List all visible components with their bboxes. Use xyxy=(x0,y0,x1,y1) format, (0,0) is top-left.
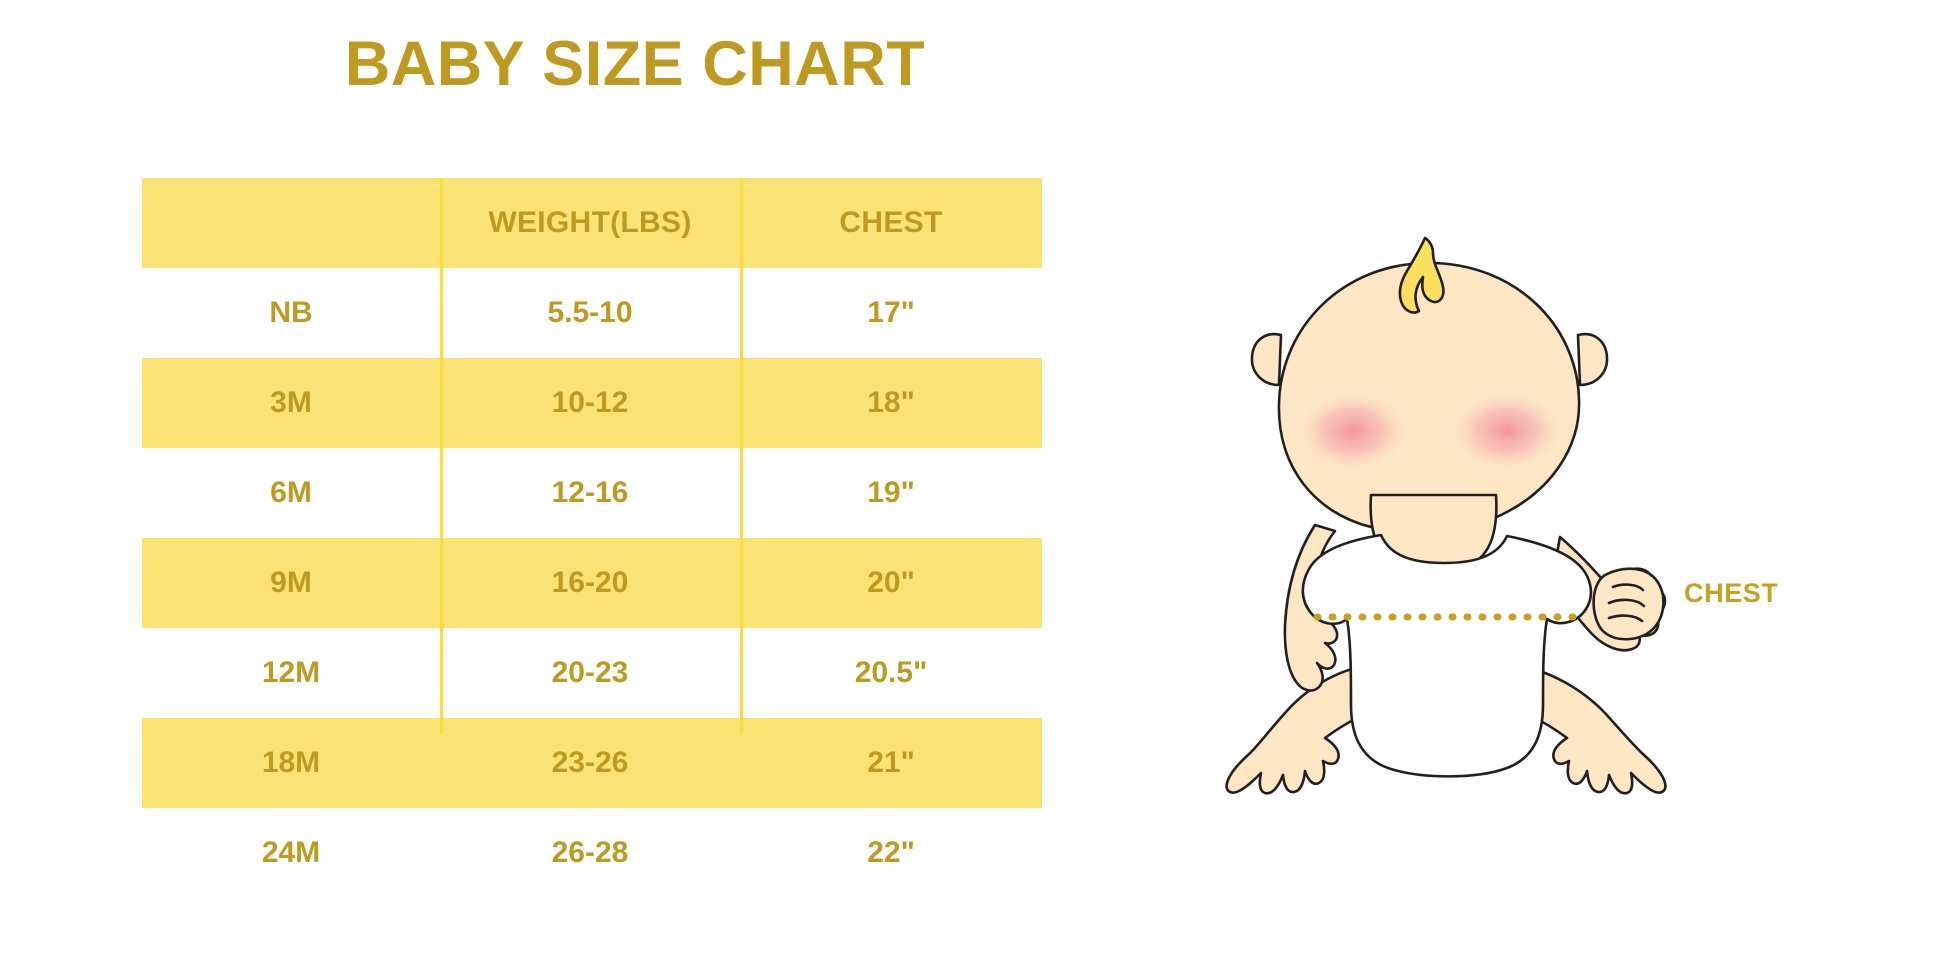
cell-chest: 20" xyxy=(740,538,1042,628)
baby-size-table: WEIGHT(LBS) CHEST NB 5.5-10 17" 3M 10-12 18" 6M 1… xyxy=(142,178,1042,898)
baby-shirt xyxy=(1301,533,1593,778)
baby-hair-tuft xyxy=(1398,236,1445,314)
baby-left-blush xyxy=(1297,391,1409,471)
baby-left-ear xyxy=(1250,332,1283,387)
cell-chest: 19" xyxy=(740,448,1042,538)
cell-weight: 26-28 xyxy=(440,808,740,898)
table-header-row: WEIGHT(LBS) CHEST xyxy=(142,178,1042,268)
cell-size: NB xyxy=(142,268,440,358)
table-column-divider-2 xyxy=(740,178,743,734)
cell-weight: 5.5-10 xyxy=(440,268,740,358)
cell-chest: 18" xyxy=(740,358,1042,448)
baby-right-fist xyxy=(1592,567,1665,641)
cell-chest: 22" xyxy=(740,808,1042,898)
cell-size: 12M xyxy=(142,628,440,718)
table-row: 24M 26-28 22" xyxy=(142,808,1042,898)
cell-size: 18M xyxy=(142,718,440,808)
table-column-divider-1 xyxy=(440,178,443,734)
cell-weight: 20-23 xyxy=(440,628,740,718)
baby-right-blush xyxy=(1451,391,1563,471)
cell-chest: 21" xyxy=(740,718,1042,808)
table-row: 6M 12-16 19" xyxy=(142,448,1042,538)
table-row: NB 5.5-10 17" xyxy=(142,268,1042,358)
column-header-size xyxy=(142,178,440,268)
cell-weight: 12-16 xyxy=(440,448,740,538)
column-header-chest: CHEST xyxy=(740,178,1042,268)
baby-illustration xyxy=(1185,235,1715,795)
baby-right-ear xyxy=(1576,332,1609,387)
table-row: 9M 16-20 20" xyxy=(142,538,1042,628)
cell-chest: 20.5" xyxy=(740,628,1042,718)
cell-chest: 17" xyxy=(740,268,1042,358)
column-header-weight: WEIGHT(LBS) xyxy=(440,178,740,268)
table-row: 18M 23-26 21" xyxy=(142,718,1042,808)
cell-weight: 23-26 xyxy=(440,718,740,808)
cell-size: 9M xyxy=(142,538,440,628)
cell-weight: 16-20 xyxy=(440,538,740,628)
chest-measurement-label: CHEST xyxy=(1684,578,1779,608)
table-row: 12M 20-23 20.5" xyxy=(142,628,1042,718)
page-title: BABY SIZE CHART xyxy=(344,29,926,99)
cell-size: 3M xyxy=(142,358,440,448)
cell-size: 6M xyxy=(142,448,440,538)
cell-size: 24M xyxy=(142,808,440,898)
table-row: 3M 10-12 18" xyxy=(142,358,1042,448)
cell-weight: 10-12 xyxy=(440,358,740,448)
